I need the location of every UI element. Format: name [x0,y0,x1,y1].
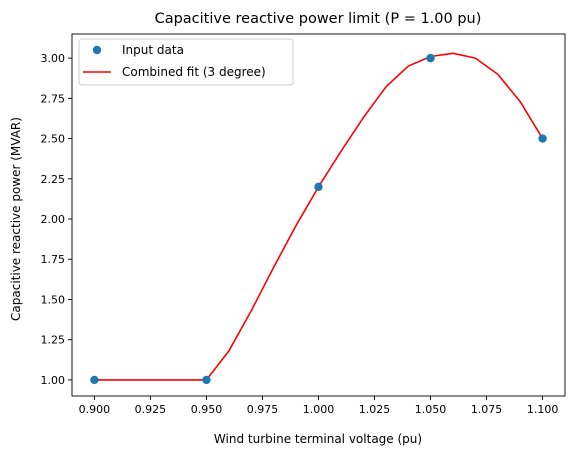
x-tick-label: 1.075 [471,403,503,416]
x-tick-label: 1.050 [415,403,447,416]
data-point [426,53,435,63]
y-tick-label: 1.50 [41,293,66,306]
legend-marker-input-data [92,45,102,55]
y-axis-label: Capacitive reactive power (MVAR) [9,117,23,321]
chart-title: Capacitive reactive power limit (P = 1.0… [155,11,482,27]
y-tick-label: 3.00 [41,52,66,65]
x-tick-label: 0.900 [79,403,111,416]
x-tick-label: 1.100 [527,403,559,416]
legend: Input data Combined fit (3 degree) [78,38,294,86]
x-axis-label: Wind turbine terminal voltage (pu) [214,432,422,446]
legend-box [78,38,294,86]
y-tick-label: 1.25 [41,334,66,347]
x-axis: 0.900 0.925 0.950 0.975 1.000 1.025 1.050 1.075… [79,396,559,416]
y-tick-label: 2.25 [41,173,66,186]
data-point [202,375,211,385]
y-tick-label: 1.00 [41,374,66,387]
y-axis: 1.00 1.25 1.50 1.75 2.00 2.25 2.50 2.75 3.00 [41,52,72,387]
data-point [90,375,99,385]
data-point [538,134,547,143]
x-tick-label: 0.950 [191,403,223,416]
y-tick-label: 2.00 [41,213,66,226]
legend-label: Input data [122,43,184,57]
y-tick-label: 2.50 [41,133,66,146]
x-tick-label: 1.025 [359,403,391,416]
data-point [314,182,323,192]
x-tick-label: 0.925 [135,403,167,416]
x-tick-label: 0.975 [247,403,279,416]
x-tick-label: 1.000 [303,403,335,416]
y-tick-label: 1.75 [41,253,66,266]
fit-line [94,52,544,381]
legend-label: Combined fit (3 degree) [122,65,266,79]
y-tick-label: 2.75 [41,92,66,105]
